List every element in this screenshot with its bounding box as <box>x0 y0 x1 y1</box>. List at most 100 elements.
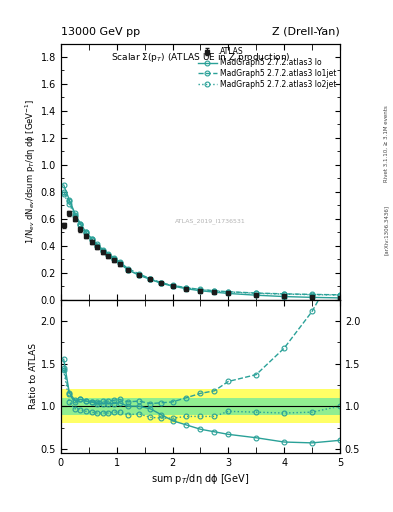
MadGraph5 2.7.2.atlas3 lo <box>89 236 94 242</box>
Bar <box>193 398 208 415</box>
MadGraph5 2.7.2.atlas3 lo2jet <box>101 248 105 254</box>
MadGraph5 2.7.2.atlas3 lo1jet <box>137 271 141 277</box>
MadGraph5 2.7.2.atlas3 lo2jet <box>170 283 175 289</box>
Bar <box>298 389 326 423</box>
Legend: ATLAS, MadGraph5 2.7.2.atlas3 lo, MadGraph5 2.7.2.atlas3 lo1jet, MadGraph5 2.7.2: ATLAS, MadGraph5 2.7.2.atlas3 lo, MadGra… <box>196 46 338 91</box>
MadGraph5 2.7.2.atlas3 lo2jet <box>95 243 99 249</box>
Bar <box>221 389 235 423</box>
MadGraph5 2.7.2.atlas3 lo2jet <box>117 260 122 266</box>
Bar <box>156 398 167 415</box>
Bar <box>235 398 270 415</box>
MadGraph5 2.7.2.atlas3 lo <box>112 256 116 262</box>
MadGraph5 2.7.2.atlas3 lo <box>254 292 259 298</box>
Bar <box>111 389 117 423</box>
MadGraph5 2.7.2.atlas3 lo <box>101 248 105 254</box>
MadGraph5 2.7.2.atlas3 lo2jet <box>137 271 141 278</box>
MadGraph5 2.7.2.atlas3 lo2jet <box>184 285 189 291</box>
Bar <box>78 389 83 423</box>
MadGraph5 2.7.2.atlas3 lo1jet <box>148 275 152 282</box>
Bar <box>167 398 178 415</box>
MadGraph5 2.7.2.atlas3 lo <box>61 182 66 188</box>
MadGraph5 2.7.2.atlas3 lo2jet <box>89 237 94 243</box>
MadGraph5 2.7.2.atlas3 lo1jet <box>212 288 217 294</box>
Bar <box>270 398 298 415</box>
MadGraph5 2.7.2.atlas3 lo2jet <box>148 276 152 282</box>
Bar <box>106 398 111 415</box>
Bar <box>134 398 145 415</box>
MadGraph5 2.7.2.atlas3 lo2jet <box>78 222 83 228</box>
Text: ATLAS_2019_I1736531: ATLAS_2019_I1736531 <box>175 219 246 224</box>
MadGraph5 2.7.2.atlas3 lo <box>106 252 111 258</box>
MadGraph5 2.7.2.atlas3 lo1jet <box>226 289 231 295</box>
Bar <box>178 389 193 423</box>
MadGraph5 2.7.2.atlas3 lo1jet <box>101 247 105 253</box>
Bar <box>61 389 66 423</box>
MadGraph5 2.7.2.atlas3 lo2jet <box>254 290 259 296</box>
Bar <box>208 398 221 415</box>
MadGraph5 2.7.2.atlas3 lo2jet <box>159 280 164 286</box>
Bar <box>270 389 298 423</box>
MadGraph5 2.7.2.atlas3 lo1jet <box>282 291 286 297</box>
Bar <box>117 398 122 415</box>
MadGraph5 2.7.2.atlas3 lo1jet <box>198 286 203 292</box>
Bar <box>83 389 89 423</box>
Bar <box>193 389 208 423</box>
Bar <box>94 389 100 423</box>
Bar <box>94 398 100 415</box>
Bar <box>61 398 66 415</box>
Bar <box>66 398 72 415</box>
MadGraph5 2.7.2.atlas3 lo2jet <box>112 256 116 262</box>
MadGraph5 2.7.2.atlas3 lo1jet <box>95 241 99 247</box>
Text: Scalar Σ(p$_T$) (ATLAS UE in Z production): Scalar Σ(p$_T$) (ATLAS UE in Z productio… <box>110 51 290 64</box>
MadGraph5 2.7.2.atlas3 lo1jet <box>106 251 111 257</box>
Bar <box>235 389 270 423</box>
MadGraph5 2.7.2.atlas3 lo1jet <box>78 221 83 227</box>
Bar <box>72 398 78 415</box>
MadGraph5 2.7.2.atlas3 lo1jet <box>61 188 66 195</box>
Bar <box>111 398 117 415</box>
Bar <box>89 389 94 423</box>
Line: MadGraph5 2.7.2.atlas3 lo2jet: MadGraph5 2.7.2.atlas3 lo2jet <box>61 192 342 297</box>
MadGraph5 2.7.2.atlas3 lo <box>226 290 231 296</box>
MadGraph5 2.7.2.atlas3 lo2jet <box>282 291 286 297</box>
Bar <box>156 389 167 423</box>
MadGraph5 2.7.2.atlas3 lo <box>125 267 130 273</box>
MadGraph5 2.7.2.atlas3 lo2jet <box>106 252 111 258</box>
Text: 13000 GeV pp: 13000 GeV pp <box>61 27 140 37</box>
MadGraph5 2.7.2.atlas3 lo <box>84 229 88 235</box>
MadGraph5 2.7.2.atlas3 lo <box>338 295 342 301</box>
MadGraph5 2.7.2.atlas3 lo1jet <box>112 254 116 261</box>
Bar <box>167 389 178 423</box>
Text: Z (Drell-Yan): Z (Drell-Yan) <box>272 27 340 37</box>
MadGraph5 2.7.2.atlas3 lo <box>184 286 189 292</box>
MadGraph5 2.7.2.atlas3 lo <box>95 243 99 249</box>
MadGraph5 2.7.2.atlas3 lo1jet <box>67 198 72 204</box>
Text: [arXiv:1306.3436]: [arXiv:1306.3436] <box>384 205 388 255</box>
Bar <box>78 398 83 415</box>
MadGraph5 2.7.2.atlas3 lo1jet <box>159 280 164 286</box>
MadGraph5 2.7.2.atlas3 lo <box>148 276 152 283</box>
MadGraph5 2.7.2.atlas3 lo1jet <box>84 229 88 235</box>
MadGraph5 2.7.2.atlas3 lo2jet <box>73 213 77 219</box>
MadGraph5 2.7.2.atlas3 lo <box>198 288 203 294</box>
MadGraph5 2.7.2.atlas3 lo2jet <box>125 267 130 273</box>
MadGraph5 2.7.2.atlas3 lo1jet <box>184 285 189 291</box>
MadGraph5 2.7.2.atlas3 lo2jet <box>198 287 203 293</box>
Text: Rivet 3.1.10, ≥ 3.1M events: Rivet 3.1.10, ≥ 3.1M events <box>384 105 388 182</box>
MadGraph5 2.7.2.atlas3 lo2jet <box>310 292 314 298</box>
Bar <box>178 398 193 415</box>
MadGraph5 2.7.2.atlas3 lo2jet <box>338 292 342 298</box>
Line: MadGraph5 2.7.2.atlas3 lo1jet: MadGraph5 2.7.2.atlas3 lo1jet <box>61 189 342 297</box>
MadGraph5 2.7.2.atlas3 lo2jet <box>61 191 66 198</box>
MadGraph5 2.7.2.atlas3 lo1jet <box>125 265 130 271</box>
Bar <box>122 398 134 415</box>
Bar <box>326 389 354 423</box>
MadGraph5 2.7.2.atlas3 lo2jet <box>226 289 231 295</box>
Bar <box>221 398 235 415</box>
MadGraph5 2.7.2.atlas3 lo2jet <box>67 201 72 207</box>
Bar <box>122 389 134 423</box>
Bar <box>145 389 156 423</box>
Bar <box>208 389 221 423</box>
MadGraph5 2.7.2.atlas3 lo1jet <box>89 236 94 242</box>
MadGraph5 2.7.2.atlas3 lo1jet <box>338 292 342 298</box>
